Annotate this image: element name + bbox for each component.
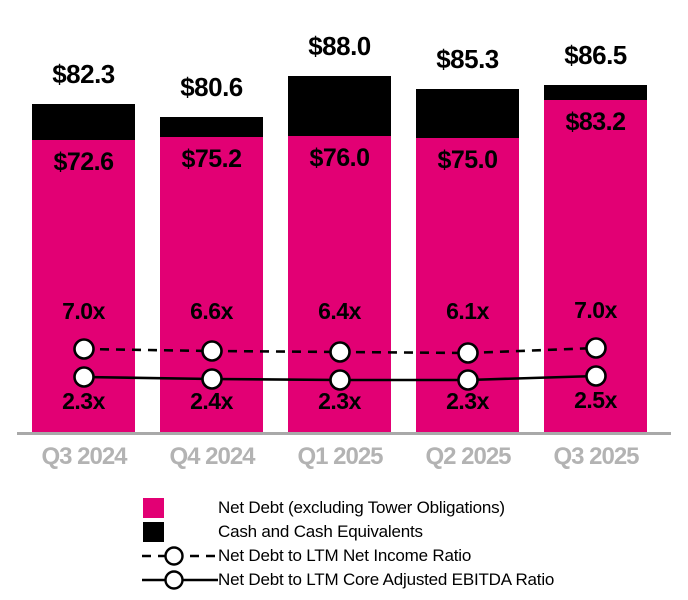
legend-item-ebitda-ratio: Net Debt to LTM Core Adjusted EBITDA Rat… (142, 569, 612, 591)
legend-item-net-income-ratio: Net Debt to LTM Net Income Ratio (142, 545, 612, 567)
x-tick-q1-2025: Q1 2025 (297, 443, 383, 470)
legend-label-ebitda-ratio: Net Debt to LTM Core Adjusted EBITDA Rat… (218, 570, 555, 589)
bar-group-q3-2024: $82.3 $72.6 7.0x 2.3x (32, 59, 135, 432)
ratio-label-ebitda-q3-2024: 2.3x (62, 388, 105, 414)
x-tick-q3-2024: Q3 2024 (41, 443, 127, 470)
bar-value-label-debt-q3-2024: $72.6 (53, 148, 114, 176)
legend-key-solid-line (142, 569, 218, 591)
ratio-label-net-income-q3-2025: 7.0x (574, 297, 617, 323)
bar-segment-debt-q1-2025: $76.0 6.4x 2.3x (288, 136, 391, 432)
bar-segment-cash-q3-2024 (32, 104, 135, 140)
legend-label-net-income-ratio: Net Debt to LTM Net Income Ratio (218, 546, 472, 565)
bar-value-label-debt-q3-2025: $83.2 (565, 108, 626, 136)
legend-key-black-swatch (142, 522, 218, 542)
ratio-label-net-income-q2-2025: 6.1x (446, 298, 489, 324)
legend-item-net-debt: Net Debt (excluding Tower Obligations) (142, 497, 612, 519)
bar-segment-cash-q4-2024 (160, 117, 263, 137)
legend-item-cash: Cash and Cash Equivalents (142, 521, 612, 543)
bar-segment-cash-q3-2025 (544, 85, 647, 100)
bar-group-q3-2025: $86.5 $83.2 7.0x 2.5x (544, 40, 647, 432)
axis-baseline (17, 432, 671, 435)
plot-area: $82.3 $72.6 7.0x 2.3x $80.6 $75.2 6.6x 2… (17, 31, 671, 435)
total-label-q4-2024: $80.6 (180, 72, 243, 102)
bar-segment-debt-q2-2025: $75.0 6.1x 2.3x (416, 138, 519, 432)
x-tick-q2-2025: Q2 2025 (425, 443, 511, 470)
legend-key-dashed-line (142, 545, 218, 567)
solid-line-marker-icon (142, 570, 218, 590)
bar-value-label-debt-q1-2025: $76.0 (309, 144, 370, 172)
black-square-icon (143, 522, 164, 542)
total-label-q3-2025: $86.5 (564, 40, 627, 70)
magenta-square-icon (143, 498, 164, 518)
bar-segment-debt-q3-2025: $83.2 7.0x 2.5x (544, 100, 647, 432)
ratio-label-ebitda-q4-2024: 2.4x (190, 388, 233, 414)
dashed-line-marker-icon (142, 546, 218, 566)
bar-segment-debt-q4-2024: $75.2 6.6x 2.4x (160, 137, 263, 432)
legend-key-magenta-swatch (142, 498, 218, 518)
x-tick-q3-2025: Q3 2025 (553, 443, 639, 470)
bar-value-label-debt-q4-2024: $75.2 (181, 145, 242, 173)
x-tick-q4-2024: Q4 2024 (169, 443, 255, 470)
total-label-q3-2024: $82.3 (52, 59, 115, 89)
bar-group-q4-2024: $80.6 $75.2 6.6x 2.4x (160, 72, 263, 432)
bar-value-label-debt-q2-2025: $75.0 (437, 146, 498, 174)
chart-legend: Net Debt (excluding Tower Obligations) C… (142, 497, 612, 593)
ratio-label-ebitda-q3-2025: 2.5x (574, 387, 617, 413)
legend-label-net-debt: Net Debt (excluding Tower Obligations) (218, 498, 505, 517)
total-label-q2-2025: $85.3 (436, 44, 499, 74)
ratio-label-net-income-q4-2024: 6.6x (190, 298, 233, 324)
bar-group-q2-2025: $85.3 $75.0 6.1x 2.3x (416, 44, 519, 432)
ratio-label-net-income-q3-2024: 7.0x (62, 298, 105, 324)
total-label-q1-2025: $88.0 (308, 31, 371, 61)
bar-segment-debt-q3-2024: $72.6 7.0x 2.3x (32, 140, 135, 432)
bar-segment-cash-q1-2025 (288, 76, 391, 136)
x-axis-labels: Q3 2024 Q4 2024 Q1 2025 Q2 2025 Q3 2025 (0, 443, 688, 479)
ratio-label-ebitda-q2-2025: 2.3x (446, 388, 489, 414)
ratio-label-ebitda-q1-2025: 2.3x (318, 388, 361, 414)
ratio-label-net-income-q1-2025: 6.4x (318, 298, 361, 324)
bar-group-q1-2025: $88.0 $76.0 6.4x 2.3x (288, 31, 391, 432)
bar-segment-cash-q2-2025 (416, 89, 519, 138)
legend-label-cash: Cash and Cash Equivalents (218, 522, 423, 541)
